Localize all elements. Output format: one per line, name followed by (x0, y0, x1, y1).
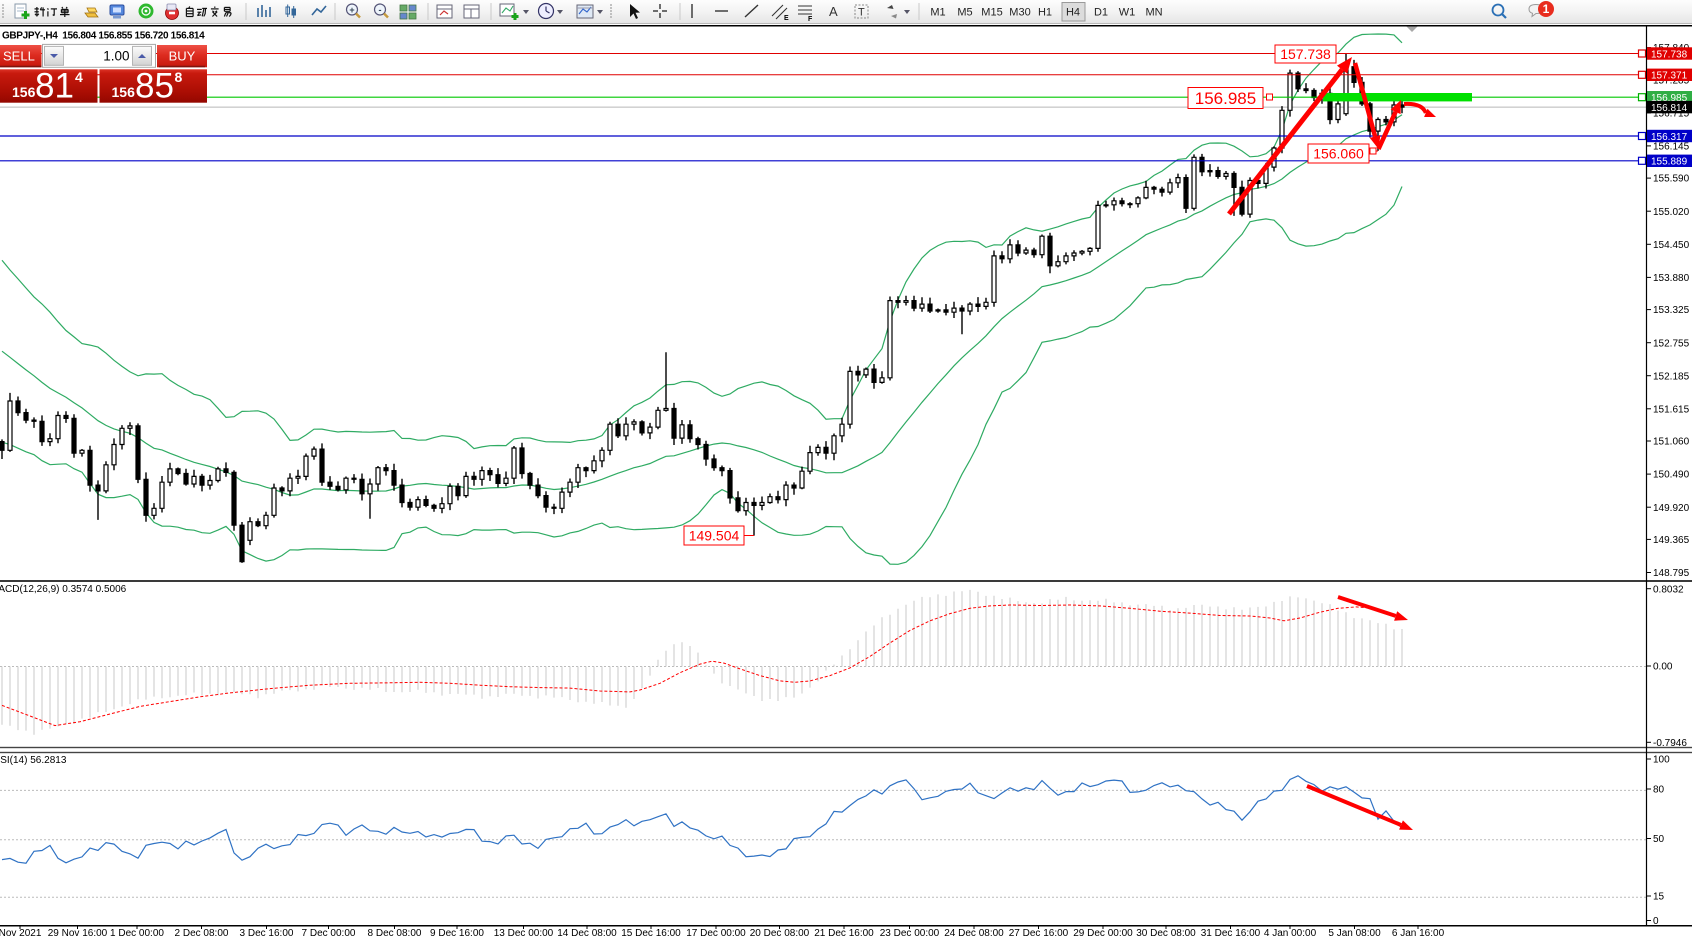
svg-text:2 Dec 08:00: 2 Dec 08:00 (175, 928, 229, 939)
svg-text:BUY: BUY (169, 49, 196, 64)
svg-text:21 Dec 16:00: 21 Dec 16:00 (814, 928, 874, 939)
svg-text:7 Dec 00:00: 7 Dec 00:00 (302, 928, 356, 939)
svg-text:149.504: 149.504 (689, 528, 740, 544)
svg-text:1 Dec 00:00: 1 Dec 00:00 (110, 928, 164, 939)
svg-text:MACD(12,26,9) 0.3574 0.5006: MACD(12,26,9) 0.3574 0.5006 (0, 584, 127, 595)
svg-text:0.8032: 0.8032 (1653, 584, 1684, 595)
svg-text:MN: MN (1145, 7, 1162, 19)
svg-text:156.985: 156.985 (1651, 93, 1688, 104)
svg-text:SELL: SELL (3, 49, 35, 64)
svg-text:5 Jan 08:00: 5 Jan 08:00 (1328, 928, 1381, 939)
svg-text:8: 8 (175, 69, 183, 85)
svg-text:+: + (349, 5, 354, 15)
svg-text:23 Dec 00:00: 23 Dec 00:00 (880, 928, 940, 939)
svg-text:31 Dec 16:00: 31 Dec 16:00 (1201, 928, 1261, 939)
svg-text:6 Jan 16:00: 6 Jan 16:00 (1392, 928, 1445, 939)
svg-text:GBPJPY-,H4 156.804 156.855 15: GBPJPY-,H4 156.804 156.855 156.720 156.8… (2, 31, 205, 42)
svg-text:24 Dec 08:00: 24 Dec 08:00 (944, 928, 1004, 939)
svg-text:150.490: 150.490 (1653, 470, 1690, 481)
svg-text:152.755: 152.755 (1653, 338, 1690, 349)
svg-text:W1: W1 (1119, 7, 1136, 19)
svg-text:156.145: 156.145 (1653, 142, 1690, 153)
svg-text:81: 81 (35, 67, 74, 106)
svg-text:155.020: 155.020 (1653, 207, 1690, 218)
svg-text:154.450: 154.450 (1653, 240, 1690, 251)
svg-text:156.060: 156.060 (1313, 146, 1364, 162)
svg-text:4 Jan 00:00: 4 Jan 00:00 (1264, 928, 1317, 939)
svg-text:1: 1 (1543, 2, 1550, 16)
svg-text:4: 4 (75, 69, 83, 85)
svg-text:156.814: 156.814 (1651, 103, 1688, 114)
svg-text:85: 85 (135, 67, 174, 106)
svg-text:27 Dec 16:00: 27 Dec 16:00 (1009, 928, 1069, 939)
svg-text:29 Dec 00:00: 29 Dec 00:00 (1073, 928, 1133, 939)
svg-text:0.00: 0.00 (1653, 662, 1673, 673)
svg-text:M15: M15 (981, 7, 1002, 19)
svg-text:156.715: 156.715 (1653, 109, 1690, 120)
svg-text:M5: M5 (957, 7, 972, 19)
svg-text:F: F (808, 16, 813, 23)
svg-text:151.060: 151.060 (1653, 437, 1690, 448)
svg-text:20 Dec 08:00: 20 Dec 08:00 (750, 928, 810, 939)
svg-text:9 Dec 16:00: 9 Dec 16:00 (430, 928, 484, 939)
svg-text:156: 156 (12, 84, 36, 100)
svg-text:155.889: 155.889 (1651, 157, 1688, 168)
svg-text:A: A (829, 4, 838, 19)
svg-text:0: 0 (1653, 916, 1659, 927)
svg-text:156.985: 156.985 (1195, 89, 1256, 108)
svg-text:157.738: 157.738 (1280, 46, 1331, 62)
svg-text:153.325: 153.325 (1653, 305, 1690, 316)
svg-text:Nov 2021: Nov 2021 (0, 928, 42, 939)
svg-text:M30: M30 (1009, 7, 1030, 19)
svg-text:156.317: 156.317 (1651, 132, 1688, 143)
svg-text:8 Dec 08:00: 8 Dec 08:00 (368, 928, 422, 939)
svg-text:T: T (858, 7, 865, 19)
svg-text:157.371: 157.371 (1651, 71, 1688, 82)
svg-text:151.615: 151.615 (1653, 404, 1690, 415)
svg-text:155.590: 155.590 (1653, 174, 1690, 185)
svg-text:M1: M1 (930, 7, 945, 19)
svg-text:153.880: 153.880 (1653, 273, 1690, 284)
svg-text:149.920: 149.920 (1653, 503, 1690, 514)
svg-text:D1: D1 (1094, 7, 1108, 19)
svg-text:30 Dec 08:00: 30 Dec 08:00 (1136, 928, 1196, 939)
svg-text:14 Dec 08:00: 14 Dec 08:00 (557, 928, 617, 939)
svg-text:100: 100 (1653, 755, 1670, 766)
svg-text:-0.7946: -0.7946 (1653, 738, 1687, 749)
svg-text:148.795: 148.795 (1653, 568, 1690, 579)
svg-text:29 Nov 16:00: 29 Nov 16:00 (48, 928, 108, 939)
svg-text:80: 80 (1653, 785, 1665, 796)
svg-text:15 Dec 16:00: 15 Dec 16:00 (621, 928, 681, 939)
svg-text:152.185: 152.185 (1653, 371, 1690, 382)
svg-text:15: 15 (1653, 892, 1665, 903)
svg-text:RSI(14) 56.2813: RSI(14) 56.2813 (0, 755, 67, 766)
svg-text:156: 156 (112, 84, 136, 100)
svg-text:13 Dec 00:00: 13 Dec 00:00 (494, 928, 554, 939)
svg-text:3 Dec 16:00: 3 Dec 16:00 (240, 928, 294, 939)
svg-text:H4: H4 (1066, 7, 1080, 19)
svg-text:50: 50 (1653, 834, 1665, 845)
svg-text:H1: H1 (1038, 7, 1052, 19)
svg-text:1.00: 1.00 (103, 49, 129, 64)
svg-text:E: E (784, 15, 789, 22)
svg-text:149.365: 149.365 (1653, 535, 1690, 546)
svg-text:-: - (379, 5, 382, 15)
svg-text:17 Dec 00:00: 17 Dec 00:00 (686, 928, 746, 939)
svg-text:157.738: 157.738 (1651, 49, 1688, 60)
